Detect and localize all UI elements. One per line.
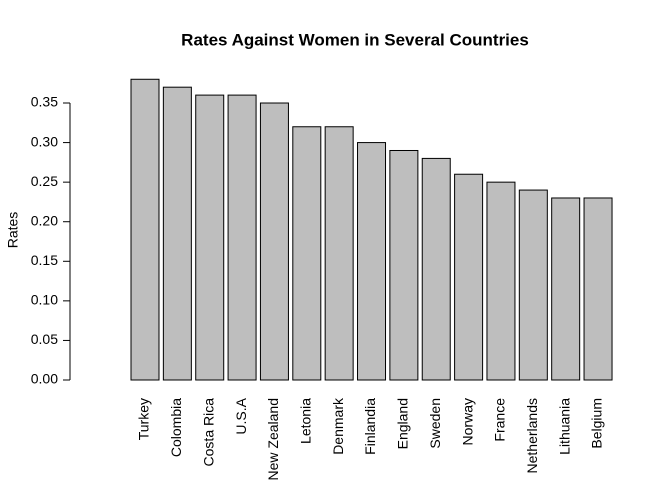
x-tick-label: Lithuania [556,398,572,455]
y-tick-label: 0.35 [31,94,58,110]
x-tick-label: Netherlands [524,398,540,474]
x-tick-label: U.S.A [233,397,249,434]
bar [227,94,257,381]
x-tick-label: Belgium [589,398,605,449]
x-tick-label: Denmark [330,397,346,455]
bar [195,94,225,381]
bar [551,197,581,381]
x-tick-label: Sweden [427,398,443,449]
bar [486,181,516,381]
x-tick-label: Costa Rica [200,398,216,467]
bar [454,173,484,381]
y-tick-label: 0.10 [31,292,58,308]
x-tick-label: France [492,398,508,442]
y-tick-label: 0.25 [31,173,58,189]
x-tick-label: New Zealand [265,398,281,480]
y-axis-label: Rates [5,212,21,249]
y-tick-label: 0.20 [31,212,58,228]
y-tick-label: 0.30 [31,133,58,149]
bar [518,189,548,381]
bar [389,149,419,381]
x-tick-label: Finlandia [362,398,378,455]
x-tick-label: Colombia [168,398,184,457]
x-tick-label: Letonia [298,398,314,444]
y-tick-label: 0.15 [31,252,58,268]
x-tick-label: Turkey [136,398,152,440]
bar [421,157,451,381]
bar [259,102,289,381]
chart-title: Rates Against Women in Several Countries [181,30,529,49]
x-tick-label: England [395,398,411,449]
bar [583,197,613,381]
x-tick-label: Norway [459,398,475,445]
bar [130,78,160,381]
bar [357,142,387,381]
bar [162,86,192,381]
y-tick-label: 0.05 [31,331,58,347]
y-tick-label: 0.00 [31,371,58,387]
bar [324,126,354,381]
bar [292,126,322,381]
